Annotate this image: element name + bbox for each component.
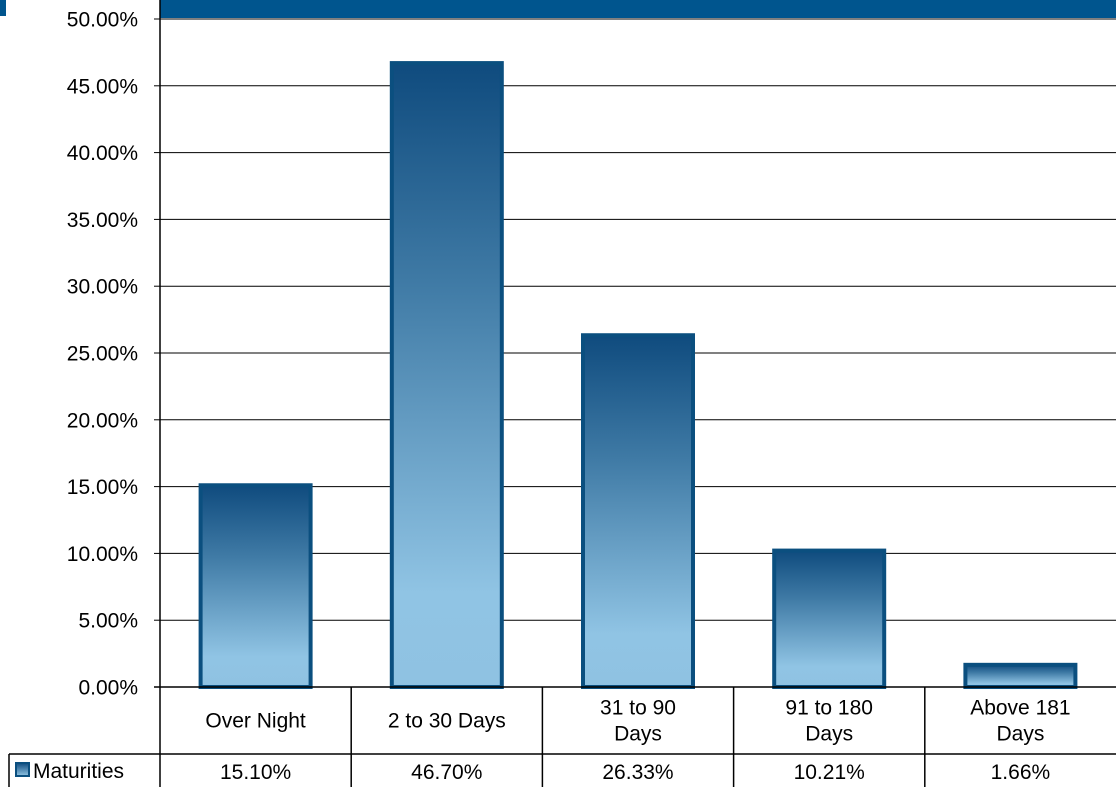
- bar: [581, 333, 695, 689]
- y-tick-label: 25.00%: [67, 343, 138, 366]
- x-category-label: 31 to 90 Days: [600, 697, 676, 746]
- table-value: 1.66%: [991, 761, 1051, 784]
- y-tick-label: 15.00%: [67, 476, 138, 499]
- bar: [772, 548, 887, 690]
- table-value: 15.10%: [220, 761, 291, 784]
- y-tick-label: 50.00%: [67, 9, 138, 32]
- table-value: 10.21%: [794, 761, 865, 784]
- header-band: [160, 0, 1116, 18]
- bar: [963, 662, 1078, 689]
- x-category-label: Above 181 Days: [970, 697, 1070, 746]
- legend-swatch: [15, 762, 30, 777]
- y-tick-label: 45.00%: [67, 75, 138, 98]
- bar: [389, 61, 504, 689]
- y-tick-label: 30.00%: [67, 276, 138, 299]
- x-category-label: Over Night: [205, 710, 306, 733]
- y-tick-label: 5.00%: [78, 610, 138, 633]
- x-category-label: 2 to 30 Days: [388, 710, 506, 733]
- y-tick-label: 10.00%: [67, 543, 138, 566]
- y-tick-label: 20.00%: [67, 409, 138, 432]
- y-tick-label: 35.00%: [67, 209, 138, 232]
- x-category-label: 91 to 180 Days: [785, 697, 873, 746]
- table-value: 46.70%: [411, 761, 482, 784]
- y-tick-label: 0.00%: [78, 677, 138, 700]
- corner-accent: [0, 0, 6, 16]
- table-value: 26.33%: [602, 761, 673, 784]
- legend-label: Maturities: [33, 760, 124, 783]
- y-tick-label: 40.00%: [67, 142, 138, 165]
- bar: [198, 483, 313, 689]
